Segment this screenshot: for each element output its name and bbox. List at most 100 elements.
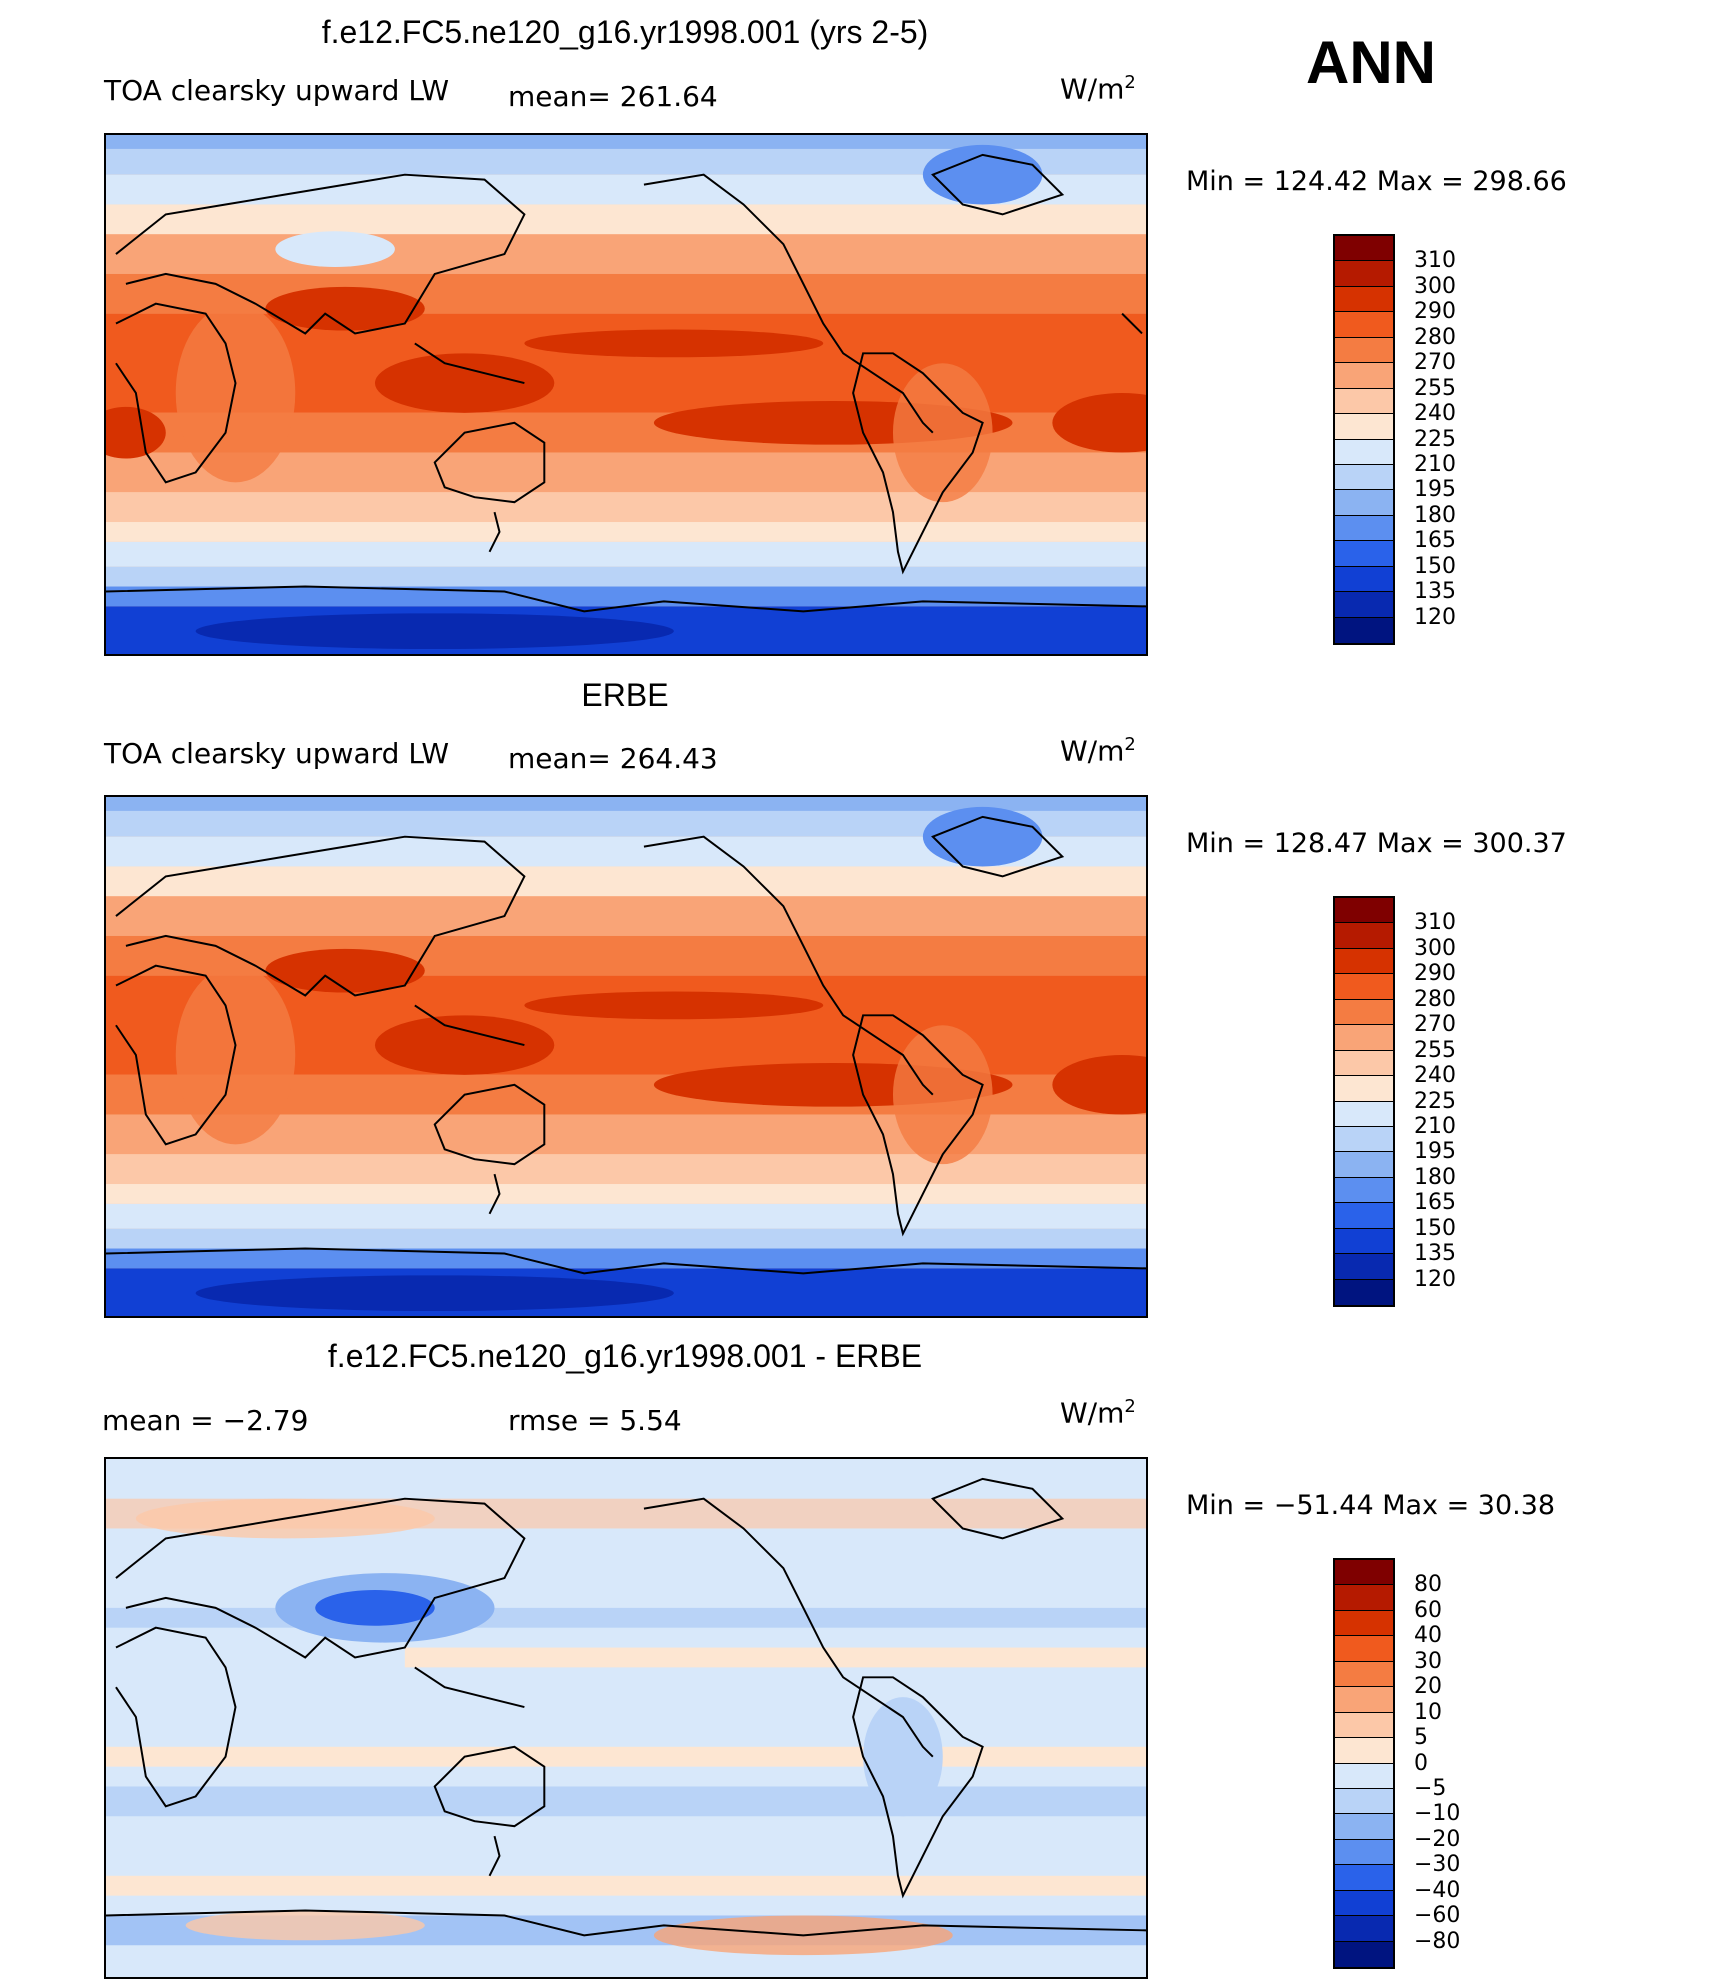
colorbar-tick-label: 40 [1414,1623,1442,1649]
colorbar-swatch [1335,236,1393,262]
colorbar-tick-label: 135 [1414,579,1456,605]
colorbar-swatch [1335,1661,1393,1688]
colorbar-tick-label: 240 [1414,401,1456,427]
colorbar-swatch [1335,337,1393,364]
colorbar-swatch [1335,541,1393,567]
colorbar-swatch [1335,1126,1393,1153]
colorbar-swatch [1335,414,1393,440]
colorbar-swatch [1335,1890,1393,1917]
colorbar-tick-label: 300 [1414,273,1456,299]
colorbar-swatch [1335,1712,1393,1739]
colorbar-tick-label: 165 [1414,528,1456,554]
colorbar-tick-label: 195 [1414,477,1456,503]
panel-diff-minmax: Min = −51.44 Max = 30.38 [1186,1490,1556,1521]
colorbar-tick-label: 0 [1414,1750,1428,1776]
colorbar-swatch [1335,1152,1393,1178]
colorbar-tick-label: 210 [1414,1113,1456,1139]
colorbar-tick-label: 225 [1414,426,1456,452]
colorbar-swatch [1335,566,1393,593]
colorbar-tick-label: 135 [1414,1241,1456,1267]
colorbar-tick-label: 165 [1414,1190,1456,1216]
colorbar-swatch [1335,261,1393,287]
panel-obs-variable-label: TOA clearsky upward LW [104,737,450,770]
panel-diff-mean: mean = −2.79 [102,1404,309,1437]
panel-diff-title: f.e12.FC5.ne120_g16.yr1998.001 - ERBE [327,1338,923,1374]
colorbar-swatch [1335,999,1393,1026]
colorbar-tick-label: 210 [1414,451,1456,477]
colorbar-swatch [1335,1610,1393,1637]
panel-diff-rmse: rmse = 5.54 [508,1404,682,1437]
colorbar-swatch [1335,515,1393,542]
panel-model-variable-label: TOA clearsky upward LW [104,74,450,107]
colorbar-tick-label: 20 [1414,1674,1442,1700]
colorbar-tick-label: 150 [1414,1215,1456,1241]
colorbar-swatch [1335,1025,1393,1051]
colorbar-tick-label: −30 [1414,1852,1461,1878]
colorbar-tick-label: 300 [1414,935,1456,961]
colorbar-tick-label: 120 [1414,604,1456,630]
panel-obs-minmax: Min = 128.47 Max = 300.37 [1186,828,1567,859]
colorbar-swatch [1335,592,1393,618]
colorbar-tick-label: 255 [1414,1037,1456,1063]
colorbar-swatch [1335,1560,1393,1586]
panel-obs-map [104,795,1148,1318]
colorbar-swatch [1335,1687,1393,1713]
colorbar-swatch [1335,1788,1393,1815]
colorbar-swatch [1335,923,1393,949]
colorbar-swatch [1335,1814,1393,1840]
colorbar-tick-label: 120 [1414,1266,1456,1292]
colorbar-tick-label: −80 [1414,1928,1461,1954]
colorbar-swatch [1335,1585,1393,1611]
coastlines [106,153,1146,613]
colorbar-tick-label: −20 [1414,1826,1461,1852]
colorbar-tick-label: 290 [1414,961,1456,987]
panel-obs-units: W/m2 [1060,734,1136,768]
panel-model-mean: mean= 261.64 [508,80,718,113]
colorbar-swatch [1335,898,1393,924]
colorbar-tick-label: 225 [1414,1088,1456,1114]
colorbar-swatch [1335,1941,1393,1967]
colorbar-swatch [1335,1763,1393,1789]
colorbar-swatch [1335,439,1393,465]
colorbar-swatch [1335,464,1393,491]
panel-obs-title: ERBE [581,677,669,713]
colorbar-swatch [1335,1203,1393,1229]
colorbar-tick-label: 280 [1414,986,1456,1012]
colorbar-swatch [1335,1636,1393,1662]
colorbar-swatch [1335,490,1393,516]
panel-model-map [104,133,1148,656]
panel-model-minmax: Min = 124.42 Max = 298.66 [1186,166,1567,197]
colorbar-swatch [1335,1101,1393,1127]
panel-obs-mean: mean= 264.43 [508,742,718,775]
colorbar-swatch [1335,1228,1393,1255]
colorbar-tick-label: 60 [1414,1597,1442,1623]
colorbar-swatch [1335,1279,1393,1305]
colorbar-tick-label: −60 [1414,1903,1461,1929]
colorbar-swatch [1335,1050,1393,1077]
season-label: ANN [1306,29,1436,96]
colorbar-swatch [1335,617,1393,643]
colorbar-tick-label: 80 [1414,1572,1442,1598]
panel-diff-map [104,1457,1148,1979]
panel-diff-units: W/m2 [1060,1396,1136,1430]
colorbar-swatch [1335,1076,1393,1102]
colorbar-swatch [1335,1738,1393,1764]
colorbar-tick-label: 240 [1414,1063,1456,1089]
diff-field-svg [106,1459,1146,1977]
model-field-svg [106,135,1146,654]
colorbar-tick-label: 280 [1414,324,1456,350]
colorbar-tick-label: 150 [1414,553,1456,579]
colorbar-tick-label: 310 [1414,248,1456,274]
colorbar-tick-label: 10 [1414,1699,1442,1725]
colorbar-tick-label: 310 [1414,910,1456,936]
colorbar-swatch [1335,1839,1393,1866]
coastlines [106,1477,1146,1937]
colorbar-tick-label: 270 [1414,1012,1456,1038]
colorbar-swatch [1335,1865,1393,1891]
colorbar-tick-label: 180 [1414,502,1456,528]
colorbar-tick-label: 195 [1414,1139,1456,1165]
colorbar-swatch [1335,1916,1393,1942]
panel-obs-colorbar [1333,896,1395,1307]
panel-model-colorbar [1333,234,1395,645]
colorbar-swatch [1335,388,1393,415]
